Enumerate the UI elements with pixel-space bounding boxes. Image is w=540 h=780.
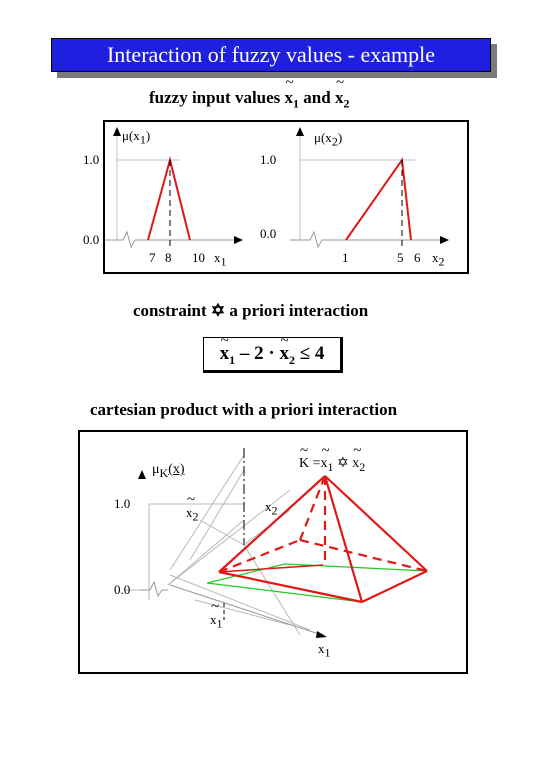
chart1-ylabel: μ(x1) [122,128,150,148]
star-of-david-icon: ✡ [210,301,226,320]
zero-axis-break [140,580,168,598]
k-operator: ✡ [333,456,353,471]
pyramid [218,475,428,604]
chart1-x-arrow [234,236,243,244]
x2-fuzzy-label: x2 [186,492,199,525]
chart2-xlabel-text: x [432,250,439,265]
k-symbol: K = [299,443,321,472]
formula-x2-sub: 2 [288,352,295,367]
chart1-xlabel: x1 [214,250,227,270]
mu-subscript: K [159,465,169,480]
page-title: Interaction of fuzzy values - example [51,38,491,72]
x2-symbol: x [335,75,344,108]
x1-fuzzy-label: x1 [210,599,223,632]
k-x1-sub: 1 [327,459,334,474]
chart2-tick-1: 1 [342,250,349,265]
chart2-ylabel: μ(x2) [314,130,342,150]
input-membership-panel [103,120,469,274]
chart1-ylabel-sub: 1 [139,132,146,147]
x2-axis-symbol: x [265,499,272,514]
chart2-ylabel-text: μ(x [314,130,332,145]
constraint-formula: x1 – 2 · x2 ≤ 4 [203,325,343,373]
x1-axis [169,584,323,636]
chart1-y-top: 1.0 [83,152,100,167]
k-x1: x [321,443,330,472]
chart2-y-bottom: 0.0 [260,226,277,241]
mu-axis-arrow [138,470,146,479]
chart2-y-arrow [296,127,304,136]
chart1-tick-10: 10 [192,250,205,265]
constraint-heading: constraint ✡ a priori interaction [133,301,368,321]
chart1-ylabel-text: μ(x [122,128,140,143]
x2-subscript: 2 [343,96,350,111]
chart1-tick-7: 7 [149,250,156,265]
k-x2: x [352,443,361,472]
mu-argument: (x) [168,462,185,477]
constraint-suffix: a priori interaction [225,301,369,320]
mu-symbol: μ [152,462,160,477]
chart1-xlabel-sub: 1 [220,254,227,269]
x1-fuzzy-symbol: x [210,599,218,628]
chart1-x-axis [105,230,240,249]
x2-axis-label: x2 [265,499,278,519]
mu-k-label: μK(x) [152,462,185,481]
x2-fuzzy-symbol: x [186,492,194,521]
chart2-xlabel: x2 [432,250,445,270]
chart2-ylabel-sub: 2 [331,134,338,149]
chart1-xlabel-text: x [214,250,221,265]
formula-x2: x [279,325,289,370]
x2-fuzzy-sub: 2 [192,509,199,524]
x1-symbol: x [285,75,294,108]
formula-middle: – 2 · [235,343,280,364]
chart1-tick-8: 8 [165,250,172,265]
x2-axis-sub: 2 [271,503,278,518]
chart1-ylabel-close: ) [145,128,151,143]
cartesian-heading: cartesian product with a priori interact… [90,400,398,419]
x1-axis-symbol: x [318,641,325,656]
chart3-y-bottom: 0.0 [114,582,131,597]
base-region [206,563,428,603]
k-x2-sub: 2 [359,459,366,474]
chart2-y-top: 1.0 [260,152,277,167]
formula-x1: x [220,325,230,370]
x1-fuzzy-sub: 1 [216,616,223,631]
chart1-y-arrow [113,127,121,136]
inputs-heading-prefix: fuzzy input values [149,88,285,107]
chart2-tick-5: 5 [397,250,404,265]
inputs-heading: fuzzy input values x1 and x2 [149,75,350,111]
conjunction: and [299,88,335,107]
constraint-prefix: constraint [133,301,211,320]
x1-axis-label: x1 [318,641,331,661]
formula-x1-sub: 1 [229,352,236,367]
chart2-x-axis [290,230,446,249]
chart1-y-bottom: 0.0 [83,232,100,247]
x1-axis-arrow [316,631,327,638]
chart2-tick-6: 6 [414,250,421,265]
chart2-x-arrow [440,236,449,244]
x1-axis-sub: 1 [324,645,331,660]
formula-relation: ≤ 4 [294,343,325,364]
chart2-xlabel-sub: 2 [438,254,445,269]
k-product-label: K = x1 ✡ x2 [299,443,366,475]
chart3-y-top: 1.0 [114,496,131,511]
x1-subscript: 1 [293,96,300,111]
cartesian-panel [78,430,468,674]
chart2-ylabel-close: ) [337,130,343,145]
